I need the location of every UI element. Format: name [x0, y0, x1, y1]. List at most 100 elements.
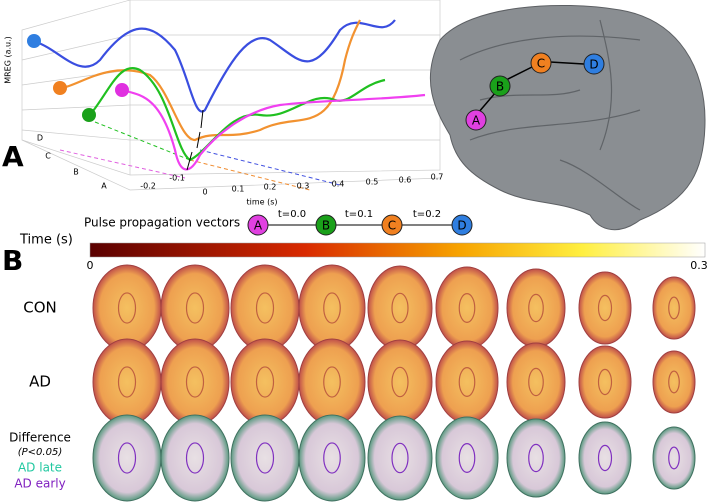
x-tick-label: -0.1	[169, 174, 185, 183]
ventricle	[597, 368, 613, 396]
x-tick-label: 0.1	[232, 185, 245, 194]
row-label: AD	[29, 373, 51, 391]
chain-node	[247, 214, 269, 236]
x-tick-label: 0.5	[366, 178, 379, 187]
panel-label: A	[2, 140, 24, 173]
brain-slice	[160, 338, 230, 426]
curve-balls	[27, 34, 129, 122]
ventricle	[323, 442, 341, 474]
brain-slice	[160, 414, 230, 502]
chain-step: t=0.1	[345, 209, 373, 220]
brain-slice	[506, 268, 566, 348]
brain-slice	[506, 342, 566, 422]
ventricle	[117, 366, 137, 398]
brain-slice	[230, 264, 300, 352]
ventricle	[255, 292, 275, 324]
ventricle	[117, 292, 137, 324]
brain-slice	[652, 350, 696, 414]
colorbar	[89, 242, 706, 258]
ventricle	[117, 442, 137, 474]
ventricle	[597, 294, 613, 322]
brain-slice	[652, 276, 696, 340]
brain-slice	[652, 426, 696, 490]
depth-tick-label: B	[73, 168, 79, 177]
ventricle	[458, 293, 476, 323]
brain-slice	[367, 265, 433, 351]
vector-arrows	[186, 109, 204, 171]
brain-node	[530, 52, 552, 74]
brain-slice	[578, 421, 632, 495]
x-tick-label: 0.6	[399, 176, 412, 185]
ventricle	[597, 444, 613, 472]
panel-label: B	[2, 244, 23, 277]
brain-slice	[92, 414, 162, 502]
brain-arrows	[477, 61, 585, 114]
brain-node	[489, 75, 511, 97]
brain-node	[583, 53, 605, 75]
ventricle	[528, 443, 544, 473]
chain-node	[315, 214, 337, 236]
brain-slice	[506, 418, 566, 498]
ventricle	[668, 446, 680, 470]
brain-slice	[92, 338, 162, 426]
ventricle	[185, 292, 205, 324]
chain-step: t=0.2	[413, 209, 441, 220]
ventricle	[255, 366, 275, 398]
chain-node-label: D	[457, 219, 466, 233]
legend-early: AD early	[14, 477, 65, 491]
legend-title: Pulse propagation vectors	[84, 216, 240, 230]
brain-slice	[298, 338, 366, 426]
y-axis-label: MREG (a.u.)	[4, 36, 13, 84]
x-axis-label: time (s)	[246, 198, 277, 207]
depth-tick-label: A	[101, 182, 107, 191]
x-tick-label: -0.2	[140, 182, 156, 191]
ventricle	[458, 443, 476, 473]
plot-frame	[21, 0, 441, 191]
brain-3d	[429, 4, 706, 231]
dashed-guides	[59, 121, 341, 191]
brain-slice	[230, 414, 300, 502]
brain-sulci	[459, 19, 641, 211]
ventricle	[668, 370, 680, 394]
brain-slice	[160, 264, 230, 352]
brain-slice	[298, 414, 366, 502]
brain-slice	[435, 340, 499, 424]
ventricle	[528, 367, 544, 397]
chain-node	[381, 214, 403, 236]
brain-slice	[298, 264, 366, 352]
brain-slice	[578, 271, 632, 345]
depth-tick-label: C	[45, 152, 51, 161]
chain-node-label: B	[322, 219, 330, 233]
ventricle	[391, 442, 409, 474]
legend-late: AD late	[18, 461, 62, 475]
ventricle	[255, 442, 275, 474]
colorbar-min: 0	[87, 259, 94, 272]
brain-node-label: D	[589, 58, 598, 72]
ventricle	[323, 366, 341, 398]
x-tick-label: 0.2	[264, 183, 277, 192]
colorbar-max: 0.3	[690, 259, 708, 272]
x-tick-label: 0	[202, 188, 207, 197]
chain-node	[451, 214, 473, 236]
ventricle	[185, 442, 205, 474]
colorbar-title: Time (s)	[19, 233, 73, 248]
x-tick-label: 0.4	[332, 180, 345, 189]
curves	[35, 19, 426, 171]
ventricle	[323, 292, 341, 324]
chain-node-label: A	[254, 219, 263, 233]
difference-note: (P<0.05)	[18, 447, 62, 458]
x-tick-label: 0.3	[297, 182, 310, 191]
brain-slice	[578, 345, 632, 419]
brain-node-label: B	[496, 80, 504, 94]
x-tick-label: 0.7	[431, 173, 444, 182]
brain-slice	[367, 339, 433, 425]
depth-tick-label: D	[37, 134, 43, 143]
brain-slice	[230, 338, 300, 426]
ventricle	[458, 367, 476, 397]
row-label: CON	[23, 299, 57, 317]
brain-node	[465, 109, 487, 131]
difference-title: Difference	[9, 431, 71, 445]
brain-slice	[92, 264, 162, 352]
brain-node-label: C	[537, 57, 545, 71]
